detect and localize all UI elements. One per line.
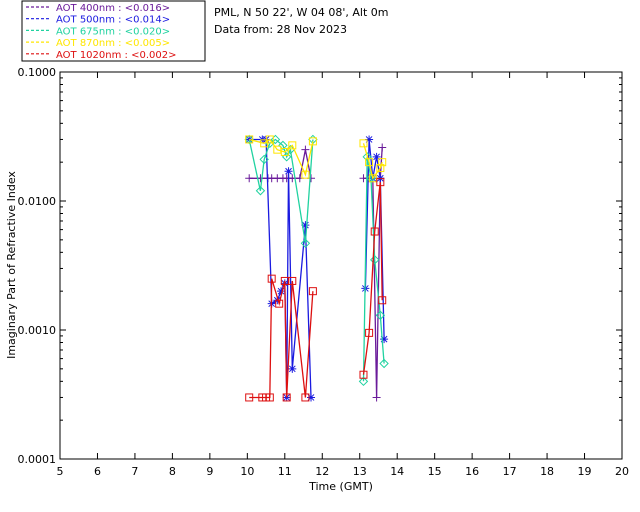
x-tick-label: 9 xyxy=(206,465,213,478)
legend-label: AOT 400nm : <0.016> xyxy=(56,3,170,14)
data-point xyxy=(307,393,316,402)
y-tick-label: 0.0100 xyxy=(18,195,57,208)
data-point xyxy=(255,186,266,196)
data-point xyxy=(376,164,385,173)
data-point xyxy=(301,221,310,230)
y-tick-label: 0.0010 xyxy=(18,324,57,337)
x-axis: 5 6 7 8 9 10 11 12 13 14 15 16 17 18 19 20 xyxy=(57,72,629,478)
x-tick-label: 16 xyxy=(465,465,479,478)
x-tick-label: 19 xyxy=(578,465,592,478)
x-axis-label: Time (GMT) xyxy=(308,480,373,493)
data-point xyxy=(284,167,293,176)
legend-label: AOT 500nm : <0.014> xyxy=(56,15,170,26)
data-point xyxy=(359,370,368,379)
data-point xyxy=(301,145,310,154)
series-line xyxy=(362,156,385,382)
data-point xyxy=(288,364,297,373)
data-point xyxy=(358,376,369,387)
x-tick-label: 5 xyxy=(57,465,64,478)
data-point xyxy=(378,296,387,305)
legend-label: AOT 1020nm : <0.002> xyxy=(56,50,176,61)
data-point xyxy=(365,328,374,337)
data-point xyxy=(370,255,380,265)
data-point xyxy=(380,335,389,344)
x-tick-label: 17 xyxy=(503,465,517,478)
y-axis: 0.1000 0.0100 0.0010 0.0001 xyxy=(18,66,622,466)
data-point xyxy=(245,174,254,183)
data-point xyxy=(308,137,317,146)
x-tick-label: 11 xyxy=(278,465,292,478)
x-tick-label: 7 xyxy=(131,465,138,478)
data-point xyxy=(378,143,387,152)
data-point xyxy=(288,141,297,150)
data-point xyxy=(359,139,368,148)
data-point xyxy=(372,152,381,161)
x-tick-label: 12 xyxy=(315,465,329,478)
data-point xyxy=(270,134,281,145)
x-tick-label: 6 xyxy=(94,465,101,478)
data-point xyxy=(301,170,310,179)
data-point xyxy=(378,158,387,167)
chart-title: PML, N 50 22', W 04 08', Alt 0m xyxy=(214,6,388,19)
data-point xyxy=(277,287,286,296)
legend: AOT 400nm : <0.016>AOT 500nm : <0.014>AO… xyxy=(21,0,206,62)
x-tick-label: 20 xyxy=(615,465,629,478)
data-point xyxy=(300,238,311,249)
data-point xyxy=(365,135,374,144)
legend-label: AOT 870nm : <0.005> xyxy=(56,38,170,49)
series-line xyxy=(362,182,383,375)
series-line xyxy=(249,278,314,399)
x-tick-label: 18 xyxy=(540,465,554,478)
x-tick-label: 13 xyxy=(353,465,367,478)
x-tick-label: 15 xyxy=(428,465,442,478)
x-tick-label: 8 xyxy=(169,465,176,478)
data-point xyxy=(265,135,274,144)
plot-area xyxy=(59,71,623,460)
legend-box xyxy=(21,0,206,62)
data-point xyxy=(375,310,386,321)
data-point xyxy=(245,393,254,402)
data-point xyxy=(365,158,374,167)
data-point xyxy=(308,287,317,296)
y-tick-label: 0.0001 xyxy=(18,453,57,466)
x-tick-label: 14 xyxy=(390,465,404,478)
data-point xyxy=(282,393,291,402)
chart-subtitle: Data from: 28 Nov 2023 xyxy=(214,23,347,36)
data-point xyxy=(362,152,372,162)
data-point xyxy=(372,393,381,402)
series-group xyxy=(245,135,387,183)
legend-label: AOT 675nm : <0.020> xyxy=(56,26,170,37)
data-point xyxy=(379,358,389,369)
data-point xyxy=(259,154,269,165)
y-tick-label: 0.1000 xyxy=(18,66,57,79)
data-point xyxy=(265,393,274,402)
x-tick-label: 10 xyxy=(240,465,254,478)
data-point xyxy=(245,135,254,144)
data-point xyxy=(245,135,254,144)
data-point xyxy=(267,274,276,283)
y-axis-label: Imaginary Part of Refractive Index xyxy=(5,171,18,359)
data-point xyxy=(288,276,297,285)
data-point xyxy=(280,147,289,156)
series-layer xyxy=(244,134,389,402)
series-line xyxy=(248,138,314,244)
data-point xyxy=(301,393,310,402)
data-point xyxy=(370,227,379,236)
data-point xyxy=(275,299,284,308)
series-group xyxy=(245,178,387,402)
data-point xyxy=(278,140,288,151)
data-point xyxy=(376,178,385,187)
